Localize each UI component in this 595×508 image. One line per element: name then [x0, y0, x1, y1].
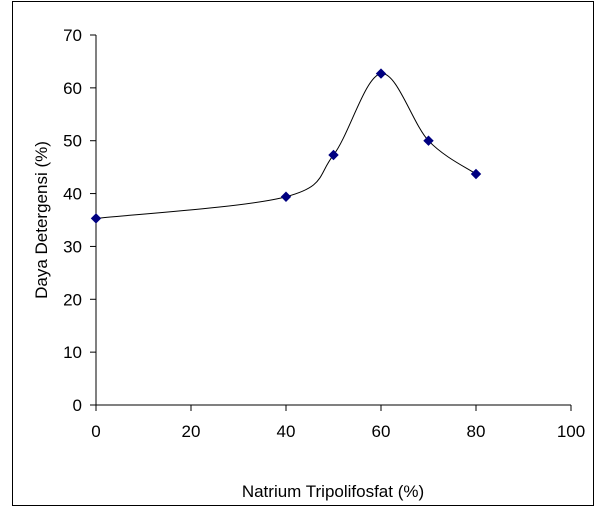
- data-point-marker: [90, 213, 102, 224]
- x-tick-label: 20: [182, 422, 201, 441]
- data-point-marker: [375, 68, 387, 79]
- y-tick-label: 0: [73, 396, 82, 415]
- x-tick-label: 80: [467, 422, 486, 441]
- data-point-marker: [280, 191, 292, 202]
- data-point-marker: [470, 168, 482, 180]
- y-tick-label: 60: [63, 79, 82, 98]
- x-axis-title: Natrium Tripolifosfat (%): [242, 482, 424, 501]
- x-tick-label: 100: [557, 422, 585, 441]
- plot-area: [96, 35, 571, 405]
- y-tick-label: 10: [63, 343, 82, 362]
- data-point-marker: [423, 135, 434, 146]
- series-layer: [90, 68, 482, 224]
- x-tick-label: 40: [277, 422, 296, 441]
- y-tick-label: 50: [63, 132, 82, 151]
- x-tick-label: 0: [91, 422, 100, 441]
- y-tick-label: 20: [63, 290, 82, 309]
- y-axis-title: Daya Detergensi (%): [32, 141, 51, 299]
- axes: 0 10 20 30 40 50 60 70 0 20 40 60 80 100: [63, 26, 585, 441]
- data-point-marker: [328, 149, 339, 161]
- x-tick-label: 60: [372, 422, 391, 441]
- y-tick-label: 30: [63, 237, 82, 256]
- y-tick-label: 70: [63, 26, 82, 45]
- y-tick-label: 40: [63, 185, 82, 204]
